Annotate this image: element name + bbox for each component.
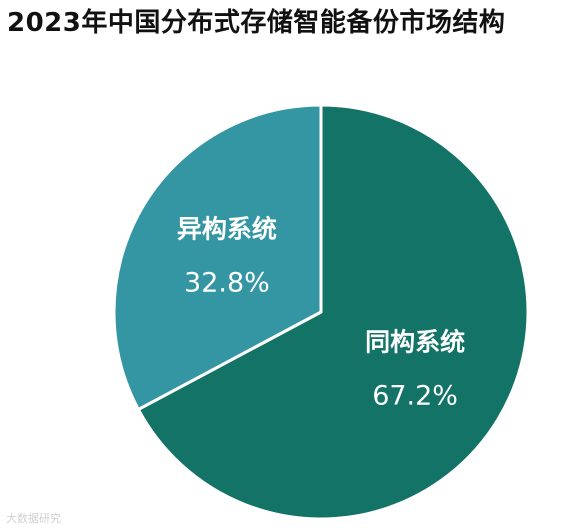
pie-labels: 同构系统 67.2% 异构系统 32.8% bbox=[177, 215, 465, 412]
pie-slice-0 bbox=[136, 103, 530, 521]
watermark: 大数据研究 bbox=[6, 512, 61, 525]
pie-slice-label-0: 同构系统 bbox=[365, 327, 465, 356]
pie-slice-value-0: 67.2% bbox=[372, 380, 458, 411]
pie-slice-label-1: 异构系统 bbox=[177, 215, 277, 244]
pie-slice-value-1: 32.8% bbox=[184, 268, 270, 299]
chart-title: 2023年中国分布式存储智能备份市场结构 bbox=[7, 8, 506, 38]
pie-slice-1 bbox=[112, 103, 323, 411]
pie-slices bbox=[112, 103, 530, 521]
